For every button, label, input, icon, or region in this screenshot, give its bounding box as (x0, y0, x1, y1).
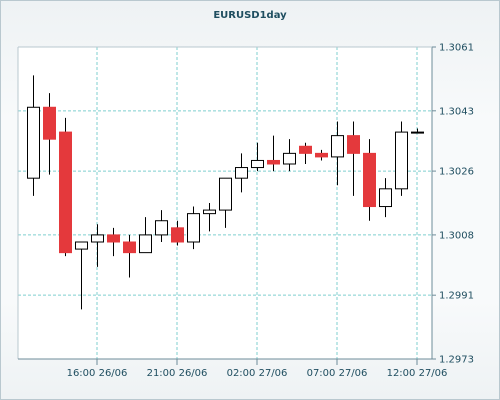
candle-body (331, 135, 344, 158)
candle (267, 135, 280, 172)
candle-body (411, 131, 424, 134)
candle (187, 206, 200, 250)
x-tick-label: 16:00 26/06 (67, 368, 128, 379)
candle-body (187, 213, 200, 243)
candle (59, 117, 72, 257)
candle-body (283, 152, 296, 165)
tick-labels: 1.3061 1.3043 1.3026 1.3008 1.2991 1.2973 16:0… (67, 43, 474, 380)
candle (379, 178, 392, 218)
candle-body (171, 227, 184, 243)
candle-body (91, 234, 104, 243)
candle (219, 177, 232, 228)
candle-body (219, 177, 232, 211)
y-tick-label: 1.2991 (439, 291, 474, 302)
candle (347, 121, 360, 196)
candle-body (59, 131, 72, 254)
candle-body (235, 167, 248, 179)
candle-body (251, 159, 264, 169)
candle (235, 153, 248, 193)
candle (123, 234, 136, 278)
candle-body (315, 152, 328, 158)
candle-body (267, 159, 280, 165)
candle (299, 142, 312, 164)
candle-body (299, 145, 312, 154)
candle (155, 210, 168, 242)
y-tick-label: 1.3008 (439, 230, 474, 241)
candle (107, 227, 120, 257)
candle-body (379, 188, 392, 208)
candle-body (43, 106, 56, 140)
y-tick-label: 1.3061 (439, 43, 474, 54)
candle (75, 241, 88, 310)
candle-body (123, 241, 136, 254)
candle (315, 149, 328, 161)
candle (395, 121, 408, 196)
candle-body (155, 220, 168, 236)
candle (171, 220, 184, 246)
candle-body (27, 106, 40, 179)
candle (91, 224, 104, 267)
candle (203, 203, 216, 232)
candle-body (203, 209, 216, 215)
y-tick-label: 1.3026 (439, 167, 474, 178)
candle (251, 142, 264, 172)
candle (283, 139, 296, 172)
y-tick-label: 1.3043 (439, 106, 474, 117)
x-tick-label: 12:00 27/06 (387, 368, 448, 379)
candle (363, 139, 376, 221)
candle-body (107, 234, 120, 243)
chart-title: EURUSD1day (213, 10, 287, 21)
candle-body (347, 135, 360, 154)
x-tick-label: 07:00 27/06 (307, 368, 368, 379)
axes (17, 46, 436, 365)
candle-body (363, 152, 376, 208)
y-tick-label: 1.2973 (439, 355, 474, 366)
candle (331, 121, 344, 186)
candles (27, 75, 424, 310)
candle (43, 93, 56, 175)
candle-body (75, 241, 88, 250)
candle-body (139, 234, 152, 254)
candle-body (395, 131, 408, 190)
x-tick-label: 21:00 26/06 (147, 368, 208, 379)
x-tick-label: 02:00 27/06 (227, 368, 288, 379)
candle (411, 128, 424, 134)
candle (27, 75, 40, 196)
candle (139, 217, 152, 254)
